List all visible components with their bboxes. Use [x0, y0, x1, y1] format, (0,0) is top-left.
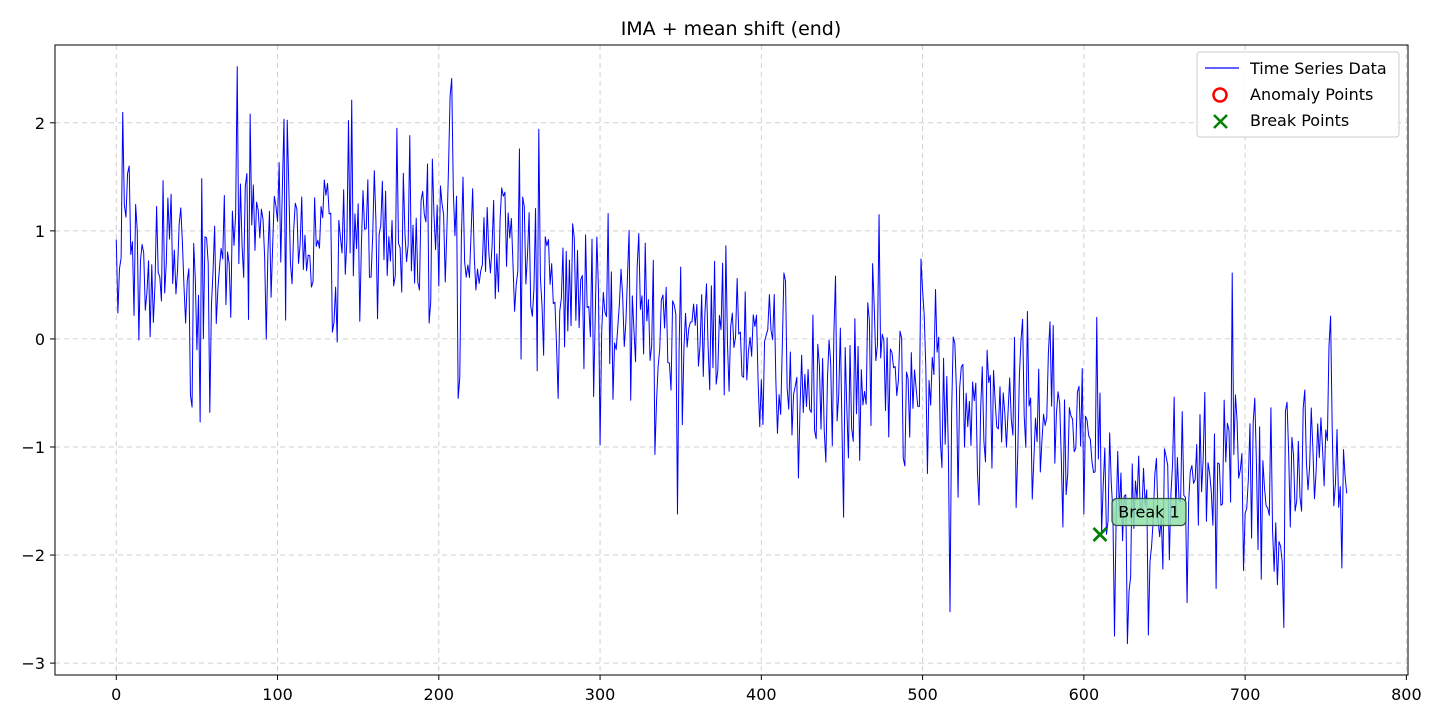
- legend-box: [1196, 51, 1400, 138]
- y-tick-label: −1: [21, 438, 45, 457]
- break-point-marker: [1092, 527, 1108, 543]
- legend-x-icon: [1213, 114, 1228, 129]
- plot-area: Break 1: [115, 66, 1348, 645]
- x-tick-label: 800: [1391, 685, 1422, 704]
- y-tick-label: 0: [35, 330, 45, 349]
- legend-label-series: Time Series Data: [1249, 59, 1387, 78]
- x-tick-label: 400: [746, 685, 777, 704]
- annotation-box: [1111, 497, 1187, 527]
- y-tick-label: −2: [21, 546, 45, 565]
- series-layer: [115, 66, 1348, 645]
- x-tick-label: 100: [262, 685, 293, 704]
- x-tick-label: 200: [424, 685, 455, 704]
- break-annotation: Break 1: [1111, 497, 1187, 527]
- grid-lines: [55, 45, 1408, 675]
- plot-frame: [54, 44, 1409, 676]
- break-points-layer: Break 1: [1092, 497, 1187, 543]
- legend-circle-icon: [1212, 87, 1228, 103]
- legend-label-anomaly: Anomaly Points: [1250, 85, 1373, 104]
- x-tick-label: 700: [1230, 685, 1261, 704]
- annotation-label: Break 1: [1118, 503, 1179, 522]
- y-tick-label: 1: [35, 222, 45, 241]
- series-line: [115, 66, 1348, 645]
- legend-label-break: Break Points: [1250, 111, 1349, 130]
- legend: Time Series Data Anomaly Points Break Po…: [1196, 51, 1400, 138]
- x-tick-label: 600: [1069, 685, 1100, 704]
- y-tick-label: 2: [35, 114, 45, 133]
- y-axis: −3 −2 −1 0 1 2: [21, 114, 55, 673]
- x-tick-label: 0: [111, 685, 121, 704]
- x-tick-label: 300: [585, 685, 616, 704]
- chart-title: IMA + mean shift (end): [621, 18, 842, 40]
- x-axis: 0 100 200 300 400 500 600 700 800: [111, 675, 1422, 704]
- x-tick-label: 500: [907, 685, 938, 704]
- y-tick-label: −3: [21, 654, 45, 673]
